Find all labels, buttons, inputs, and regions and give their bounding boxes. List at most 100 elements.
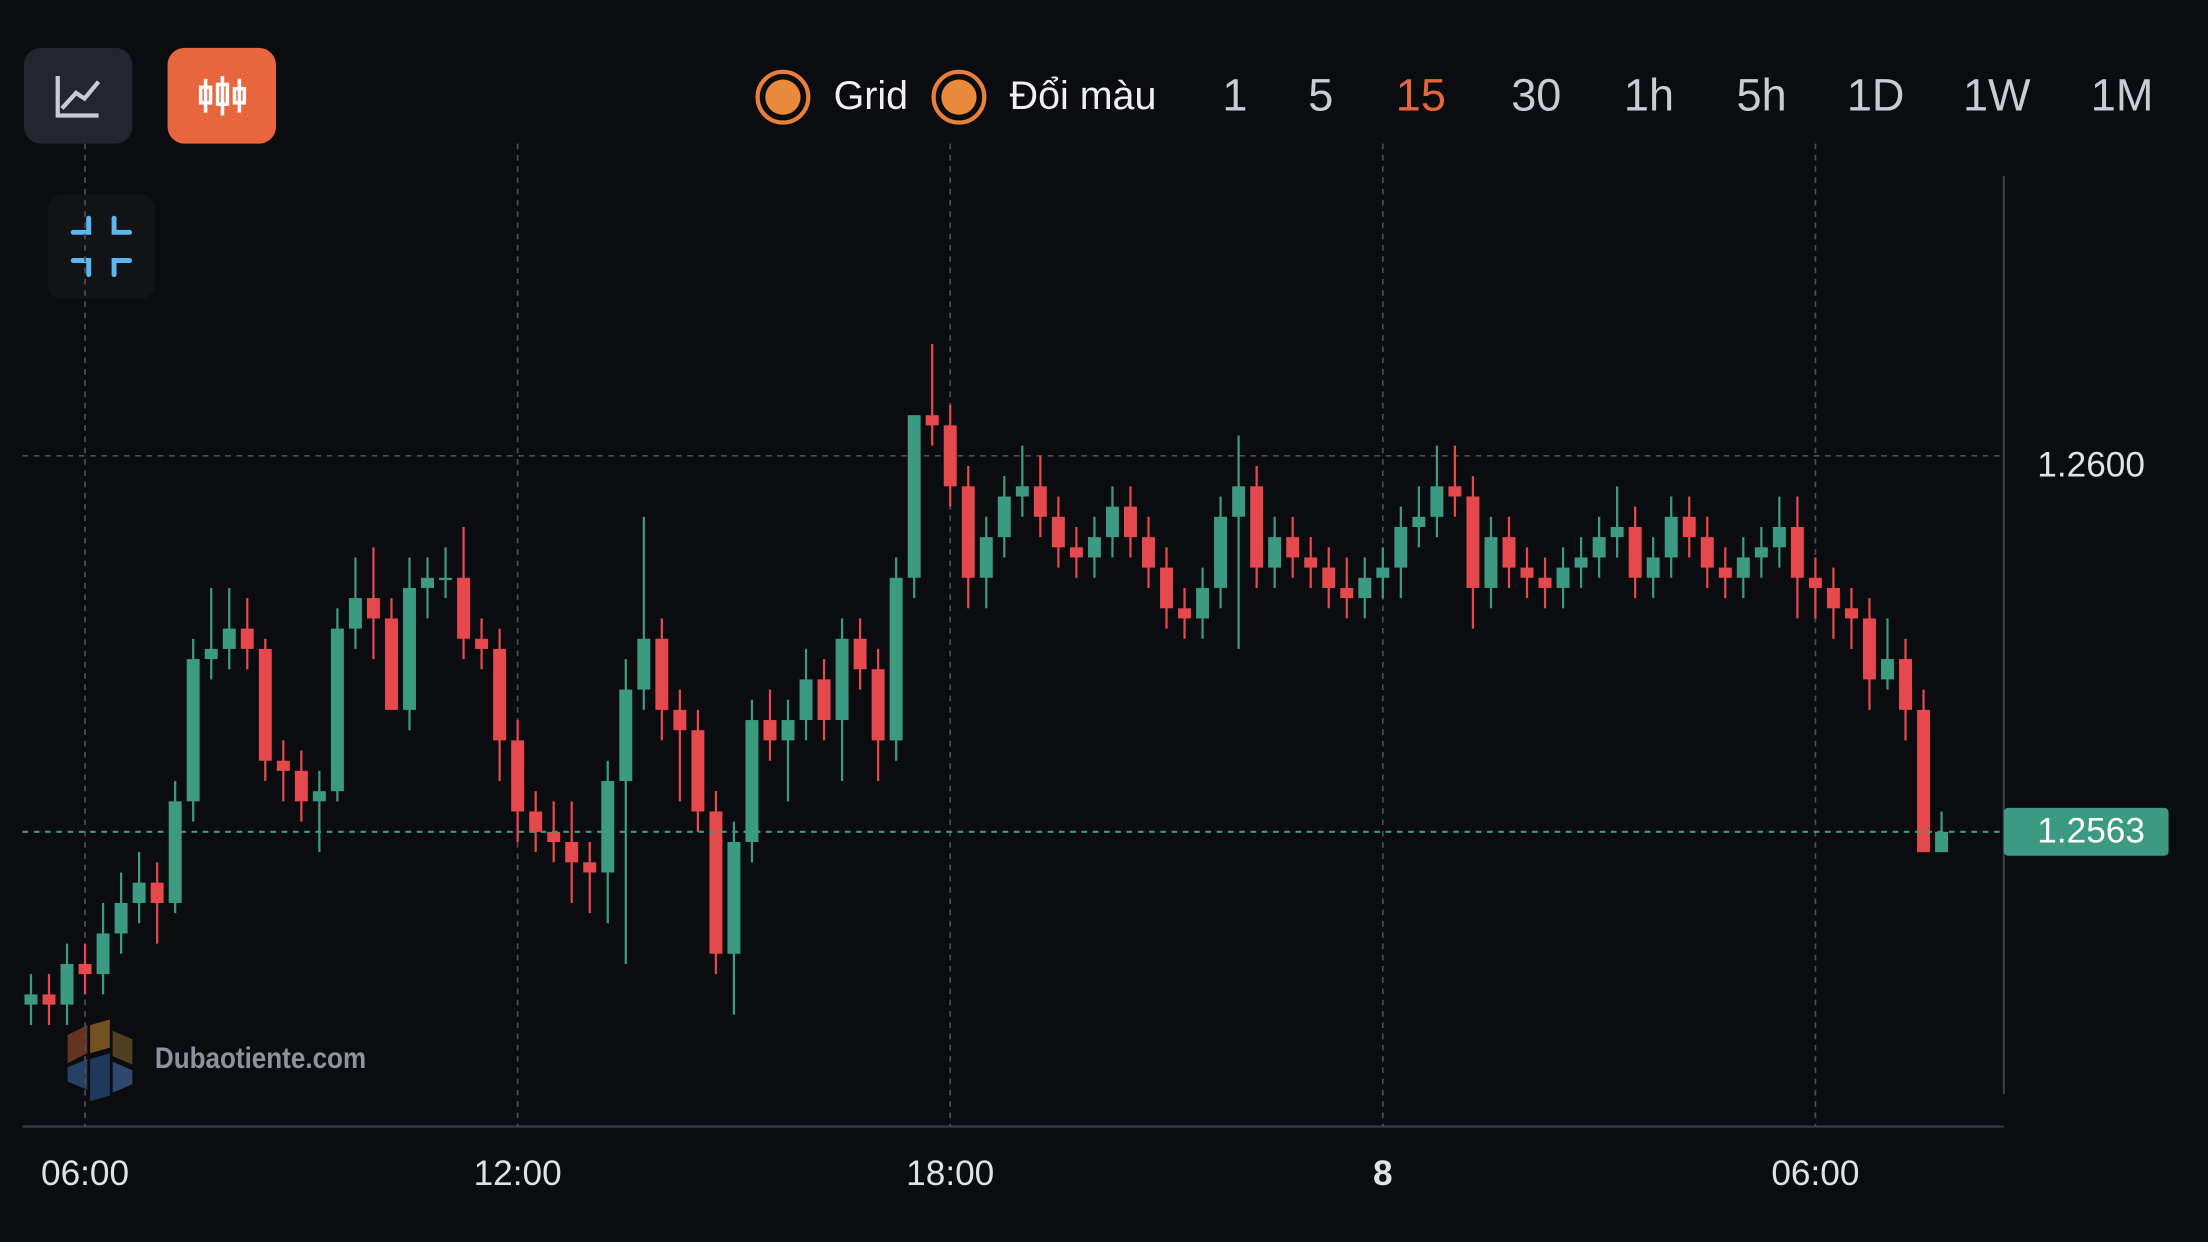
candle-body: [1808, 577, 1822, 588]
candle-body: [961, 486, 975, 578]
candle-body: [799, 679, 813, 721]
candle-body: [1664, 516, 1678, 558]
candle-body: [1826, 587, 1840, 609]
candle-body: [1358, 577, 1372, 599]
toggle-label[interactable]: Grid: [834, 74, 908, 118]
toggle-ring[interactable]: [931, 69, 987, 125]
candle-body: [673, 709, 687, 731]
candle-body: [294, 770, 308, 802]
candle-body: [1502, 537, 1516, 568]
candle-body: [1087, 537, 1101, 558]
x-tick-label: 12:00: [474, 1154, 562, 1193]
candle-body: [745, 720, 759, 842]
candle-body: [493, 648, 507, 741]
candle-body: [276, 760, 290, 771]
candle-body: [565, 841, 579, 863]
candle-body: [384, 618, 398, 710]
candle-body: [475, 638, 489, 649]
timeframe[interactable]: 15: [1396, 69, 1446, 120]
candle-body: [781, 720, 795, 741]
timeframe[interactable]: 1D: [1847, 69, 1905, 120]
candle-body: [439, 577, 453, 581]
candle-body: [42, 994, 56, 1005]
candle-body: [1340, 587, 1354, 599]
candle-body: [348, 598, 362, 629]
timeframe[interactable]: 1h: [1624, 69, 1674, 120]
line-chart-button[interactable]: [23, 47, 133, 144]
candle-body: [1520, 567, 1534, 578]
candle-body: [1123, 506, 1137, 538]
last-price-badge: [2003, 807, 2169, 856]
candle-body: [1935, 831, 1949, 853]
x-tick-label: 8: [1373, 1154, 1393, 1193]
candle-body: [1033, 486, 1047, 517]
toggle-dot: [765, 79, 801, 115]
candle-body: [1863, 618, 1876, 680]
candle-body: [403, 587, 416, 710]
candle-body: [601, 781, 615, 873]
candle-body: [1538, 577, 1552, 588]
button-bg[interactable]: [47, 194, 155, 299]
candle-body: [222, 628, 236, 649]
y-tick-label: 1.2600: [2037, 445, 2145, 484]
candle-body: [1105, 506, 1119, 538]
candle-body: [421, 577, 434, 588]
timeframe[interactable]: 30: [1511, 69, 1561, 120]
candle-body: [96, 933, 110, 975]
axis-icon: [55, 76, 99, 118]
x-tick-label: 06:00: [1771, 1154, 1859, 1193]
candle-body: [1430, 486, 1444, 517]
candle-body: [204, 648, 218, 660]
candle-body: [1196, 587, 1210, 619]
timeframe[interactable]: 1: [1222, 69, 1247, 120]
candle-body: [907, 415, 921, 578]
candle-body: [1448, 486, 1462, 497]
x-tick-label: 18:00: [906, 1154, 994, 1193]
timeframe[interactable]: 5: [1308, 69, 1333, 120]
candle-body: [1790, 526, 1804, 578]
candle-body: [132, 882, 146, 903]
candle-body: [637, 638, 651, 690]
candle-body: [240, 628, 254, 649]
candle-body: [1917, 709, 1931, 853]
collapse-button[interactable]: [47, 194, 155, 299]
candle-body: [457, 577, 471, 639]
candle-body: [78, 963, 92, 975]
timeframe[interactable]: 1W: [1963, 69, 2031, 120]
x-tick-label: 06:00: [41, 1154, 129, 1193]
line-icon: [60, 80, 101, 110]
watermark-logo: [67, 1019, 133, 1102]
candle-chart-button[interactable]: [167, 47, 276, 144]
candle-body: [1736, 557, 1750, 578]
candle-body: [997, 496, 1011, 538]
candle-body: [1412, 516, 1426, 527]
toggle-label[interactable]: Đổi màu: [1010, 74, 1157, 118]
candle-body: [1556, 567, 1570, 588]
candle-body: [889, 577, 903, 741]
candle-body: [258, 648, 272, 761]
candle-body: [1304, 557, 1318, 568]
candle-body: [709, 811, 723, 954]
toggle-ring[interactable]: [755, 69, 811, 125]
candle-body: [1484, 537, 1498, 588]
candle-body: [1628, 526, 1642, 578]
candle-body: [1682, 516, 1696, 538]
candle-body: [1881, 659, 1894, 680]
candle-body: [1899, 659, 1913, 710]
timeframe[interactable]: 1M: [2091, 69, 2154, 120]
candle-body: [1232, 486, 1246, 517]
candle-body: [925, 415, 939, 426]
candle-body: [186, 659, 200, 802]
candle-body: [817, 679, 831, 721]
candle-body: [529, 811, 543, 832]
candle-body: [1466, 496, 1480, 588]
candle-body: [1069, 547, 1083, 558]
timeframe[interactable]: 5h: [1737, 69, 1787, 120]
candle-body: [1250, 486, 1264, 568]
candle-body: [1376, 567, 1390, 578]
candle-body: [1051, 516, 1065, 548]
candle-body: [330, 628, 344, 792]
candle-body: [1142, 537, 1155, 568]
